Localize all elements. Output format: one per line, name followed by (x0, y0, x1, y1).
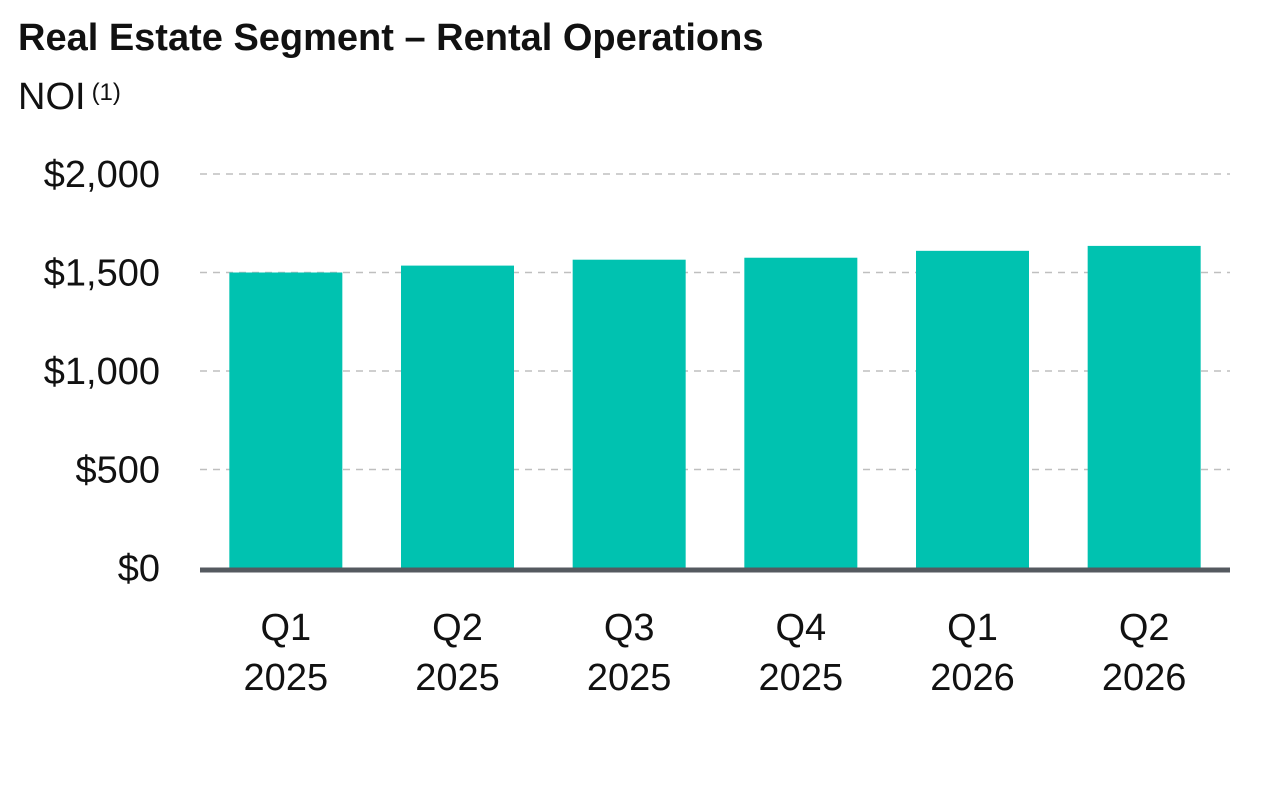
bar (229, 272, 343, 568)
x-tick-label: Q1 2025 (244, 607, 329, 699)
bar (401, 265, 514, 568)
bar (916, 250, 1029, 568)
x-tick-label-line: Q4 (775, 607, 826, 649)
y-tick-label: $500 (75, 450, 160, 492)
x-tick-label-line: 2025 (759, 657, 844, 699)
x-tick-label-line: Q1 (947, 607, 998, 649)
y-tick-label: $1,000 (44, 351, 160, 393)
x-tick-label-line: Q3 (604, 607, 655, 649)
x-tick-label-line: Q2 (432, 607, 483, 649)
x-tick-label-line: Q1 (260, 607, 311, 649)
x-tick-label-line: 2025 (587, 657, 672, 699)
x-tick-label-line: 2026 (1102, 657, 1187, 699)
x-axis-ticks: Q1 2025 Q2 2025 Q3 2025 Q4 2025 Q1 2026 Q2 2026 (244, 607, 1187, 699)
bar (572, 259, 686, 568)
bars (229, 245, 1201, 568)
footnote-marker: (1) (91, 79, 121, 106)
subtitle-text: NOI (18, 76, 86, 118)
x-tick-label: Q1 2026 (930, 607, 1015, 699)
x-tick-label-line: 2025 (415, 657, 500, 699)
x-tick-label: Q4 2025 (759, 607, 844, 699)
bar (744, 257, 858, 568)
y-tick-label: $2,000 (44, 154, 160, 196)
y-tick-label: $0 (118, 548, 160, 590)
bar (1087, 245, 1201, 568)
x-tick-label: Q2 2026 (1102, 607, 1187, 699)
x-tick-label-line: 2026 (930, 657, 1015, 699)
chart-title: Real Estate Segment – Rental Operations (18, 17, 764, 59)
x-tick-label: Q3 2025 (587, 607, 672, 699)
y-tick-label: $1,500 (44, 253, 160, 295)
x-tick-label-line: Q2 (1119, 607, 1170, 649)
chart-subtitle: NOI (1) (18, 74, 121, 120)
x-tick-label: Q2 2025 (415, 607, 500, 699)
y-axis-ticks: $0 $500 $1,000 $1,500 $2,000 (44, 154, 160, 590)
gridlines (200, 173, 1230, 471)
x-tick-label-line: 2025 (244, 657, 329, 699)
